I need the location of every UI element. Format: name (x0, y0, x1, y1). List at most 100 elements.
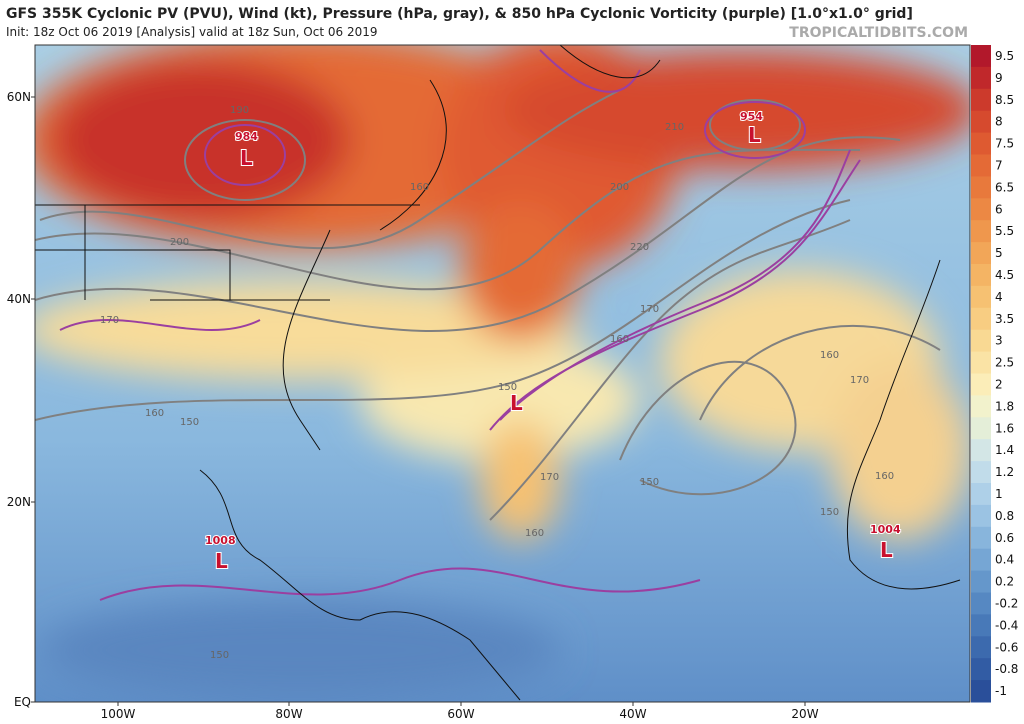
contour-label: 200 (170, 237, 189, 248)
low-symbol: L (510, 391, 523, 415)
contour-label: 170 (540, 472, 559, 483)
contour-label: 170 (850, 375, 869, 386)
colorbar-label: 3.5 (995, 312, 1014, 326)
colorbar-swatch (971, 132, 991, 155)
contour-label: 150 (820, 507, 839, 518)
colorbar-label: 5 (995, 246, 1003, 260)
colorbar-label: -0.4 (995, 618, 1018, 632)
axes: 60N 40N 20N EQ 100W 80W 60W 40W 20W (7, 90, 819, 721)
colorbar-label: 0.4 (995, 553, 1014, 567)
colorbar-swatch (971, 483, 991, 506)
colorbar-label: 9.5 (995, 49, 1014, 63)
colorbar-label: 1.6 (995, 421, 1014, 435)
colorbar-swatch (971, 548, 991, 572)
low-pressure: 984 (235, 130, 258, 143)
colorbar-swatch (971, 439, 991, 462)
colorbar-label: 2.5 (995, 356, 1014, 370)
contour-label: 160 (820, 350, 839, 361)
colorbar-label: -0.6 (995, 640, 1018, 654)
colorbar-label: -0.8 (995, 662, 1018, 676)
subtitle: Init: 18z Oct 06 2019 [Analysis] valid a… (6, 25, 378, 39)
colorbar-label: 1.8 (995, 399, 1014, 413)
colorbar-label: 7.5 (995, 137, 1014, 151)
colorbar-label: -1 (995, 684, 1007, 698)
contour-label: 170 (100, 315, 119, 326)
lon-label: 20W (791, 707, 818, 721)
lon-label: 80W (275, 707, 302, 721)
lat-label: 60N (7, 90, 31, 104)
lon-label: 60W (447, 707, 474, 721)
colorbar-swatch (971, 198, 991, 221)
colorbar-label: 8.5 (995, 93, 1014, 107)
colorbar-label: 0.2 (995, 575, 1014, 589)
colorbar-swatch (971, 45, 991, 68)
colorbar-label: -0.2 (995, 596, 1018, 610)
colorbar-swatch (971, 220, 991, 243)
colorbar-swatch (971, 395, 991, 418)
contour-label: 160 (145, 408, 164, 419)
colorbar-swatch (971, 526, 991, 550)
colorbar-swatch (971, 373, 991, 396)
colorbar-label: 9 (995, 71, 1003, 85)
low-pressure: 1008 (205, 534, 236, 547)
contour-label: 190 (230, 105, 249, 116)
colorbar-swatch (971, 504, 991, 528)
colorbar-swatch (971, 461, 991, 484)
colorbar: 9.5 9 8.5 8 7.5 7 6.5 6 5.5 5 4.5 4 3.5 3 2.5 2 1.8 1.6 1.… (971, 45, 1018, 703)
colorbar-swatch (971, 417, 991, 440)
low-symbol: L (748, 123, 761, 147)
lat-label: 20N (7, 495, 31, 509)
lon-label: 100W (101, 707, 136, 721)
colorbar-label: 1.2 (995, 465, 1014, 479)
colorbar-swatch (971, 176, 991, 199)
colorbar-swatch (971, 658, 991, 681)
contour-label: 160 (410, 182, 429, 193)
watermark: TROPICALTIDBITS.COM (789, 25, 968, 41)
colorbar-swatch (971, 636, 991, 659)
lat-label: EQ (14, 695, 31, 709)
low-pressure: 1004 (870, 523, 901, 536)
contour-label: 150 (498, 382, 517, 393)
colorbar-swatch (971, 680, 991, 703)
colorbar-label: 4 (995, 290, 1003, 304)
colorbar-swatch (971, 329, 991, 353)
contour-label: 210 (665, 122, 684, 133)
colorbar-label: 0.6 (995, 531, 1014, 545)
colorbar-swatch (971, 307, 991, 331)
map: 190 160 200 170 160 150 210 200 220 170 … (35, 45, 970, 702)
colorbar-label: 6 (995, 202, 1003, 216)
vorticity-contours (59, 49, 861, 601)
colorbar-label: 1.4 (995, 443, 1014, 457)
low-symbol: L (215, 549, 228, 573)
contour-label: 220 (630, 242, 649, 253)
contour-label: 160 (610, 334, 629, 345)
colorbar-label: 8 (995, 115, 1003, 129)
pv-field (35, 45, 970, 700)
colorbar-label: 6.5 (995, 180, 1014, 194)
title: GFS 355K Cyclonic PV (PVU), Wind (kt), P… (6, 6, 913, 22)
colorbar-swatch (971, 264, 991, 287)
colorbar-swatch (971, 154, 991, 177)
contour-label: 150 (640, 477, 659, 488)
colorbar-label: 7 (995, 158, 1003, 172)
colorbar-swatch (971, 351, 991, 374)
contour-label: 200 (610, 182, 629, 193)
colorbar-label: 3 (995, 334, 1003, 348)
colorbar-swatch (971, 242, 991, 265)
lat-label: 40N (7, 292, 31, 306)
contour-label: 160 (875, 471, 894, 482)
colorbar-swatch (971, 592, 991, 615)
colorbar-label: 0.8 (995, 509, 1014, 523)
map-frame (34, 44, 971, 703)
low-pressure: 954 (740, 110, 763, 123)
low-symbol: L (240, 146, 253, 170)
colorbar-label: 1 (995, 487, 1003, 501)
colorbar-swatch (971, 614, 991, 637)
contour-label: 150 (210, 650, 229, 661)
colorbar-swatch (971, 110, 991, 134)
colorbar-swatch (971, 285, 991, 309)
colorbar-label: 4.5 (995, 268, 1014, 282)
low-symbol: L (880, 538, 893, 562)
contour-label: 160 (525, 528, 544, 539)
